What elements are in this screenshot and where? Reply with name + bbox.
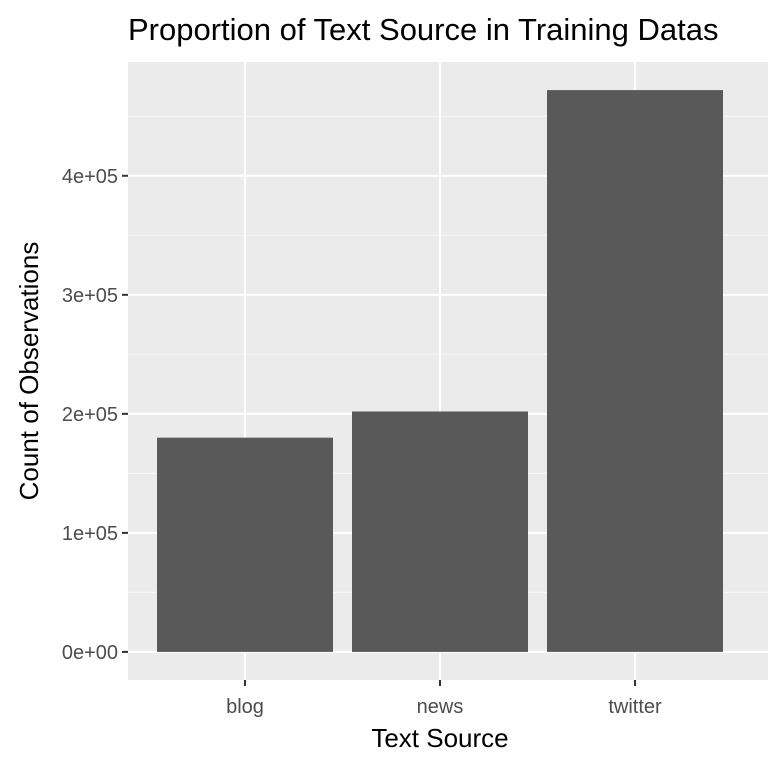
x-axis: blog news twitter [226,680,662,718]
bar-news [352,411,528,652]
y-tick-label: 0e+00 [62,642,118,664]
y-tick-label: 4e+05 [62,166,118,188]
bars [157,90,723,652]
bar-twitter [547,90,723,652]
x-tick-label-twitter: twitter [608,696,662,718]
y-tick-label: 3e+05 [62,285,118,307]
x-tick-label-news: news [417,696,464,718]
y-axis: 0e+00 1e+05 2e+05 3e+05 4e+05 [62,166,128,664]
y-tick-label: 2e+05 [62,404,118,426]
bar-blog [157,437,333,652]
y-axis-title: Count of Observations [14,242,44,501]
y-tick-label: 1e+05 [62,523,118,545]
x-axis-title: Text Source [371,723,508,753]
x-tick-label-blog: blog [226,696,264,718]
chart-title: Proportion of Text Source in Training Da… [128,12,718,47]
